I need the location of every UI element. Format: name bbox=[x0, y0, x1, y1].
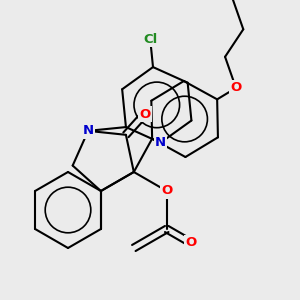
Text: N: N bbox=[155, 136, 166, 149]
Text: N: N bbox=[82, 124, 94, 137]
Text: O: O bbox=[185, 236, 197, 250]
Text: O: O bbox=[230, 82, 242, 94]
Text: O: O bbox=[161, 184, 172, 197]
Text: O: O bbox=[139, 107, 150, 121]
Text: Cl: Cl bbox=[143, 33, 157, 46]
